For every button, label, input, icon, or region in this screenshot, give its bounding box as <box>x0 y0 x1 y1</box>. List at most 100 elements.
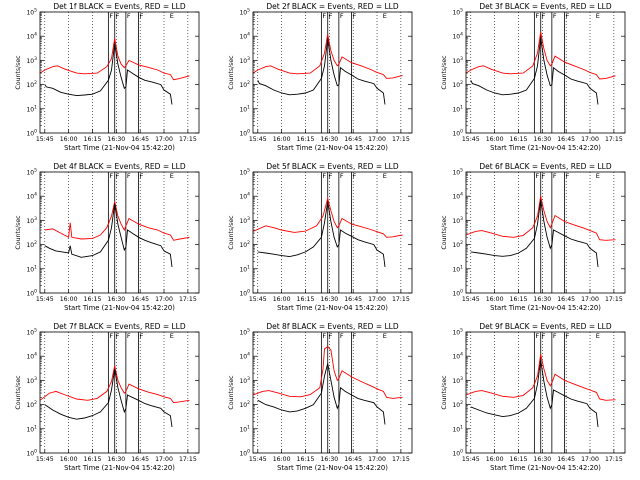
event-marker-label: E <box>383 332 387 340</box>
x-tick-label: 16:45 <box>557 456 575 463</box>
panel-title: Det 6f BLACK = Events, RED = LLD <box>479 162 612 171</box>
x-tick-label: 16:00 <box>273 456 291 463</box>
series-line-red <box>252 346 403 399</box>
y-tick-label: 102 <box>452 80 463 89</box>
x-tick-label: 17:15 <box>392 296 410 303</box>
event-marker-label: E <box>383 12 387 20</box>
y-tick-label: 105 <box>452 168 463 177</box>
y-tick-label: 105 <box>239 168 250 177</box>
x-tick-label: 16:00 <box>273 296 291 303</box>
x-tick-label: 16:00 <box>486 136 504 143</box>
x-tick-label: 16:30 <box>533 456 551 463</box>
event-marker-label: F <box>322 172 326 180</box>
y-axis-label: Counts/sec <box>15 215 22 250</box>
plot-frame <box>39 331 200 454</box>
x-tick-label: 17:15 <box>605 296 623 303</box>
x-tick-label: 16:30 <box>320 456 338 463</box>
x-axis-label: Start Time (21-Nov-04 15:42:20) <box>490 144 601 152</box>
x-tick-label: 17:15 <box>179 456 197 463</box>
event-marker-label: F <box>553 12 557 20</box>
panel-title: Det 3f BLACK = Events, RED = LLD <box>479 2 612 11</box>
event-marker-label: F <box>116 12 120 20</box>
series-line-red <box>39 38 190 81</box>
x-tick-label: 16:00 <box>60 136 78 143</box>
event-marker-label: F <box>566 332 570 340</box>
series-line-red <box>44 201 190 241</box>
x-tick-label: 17:15 <box>605 136 623 143</box>
panel-title: Det 4f BLACK = Events, RED = LLD <box>53 162 186 171</box>
x-tick-label: 15:45 <box>462 136 480 143</box>
y-tick-label: 102 <box>26 80 37 89</box>
event-marker-label: F <box>127 12 131 20</box>
y-tick-label: 101 <box>26 264 37 273</box>
plot-frame <box>252 171 413 294</box>
event-marker-label: F <box>116 332 120 340</box>
event-marker-label: F <box>322 12 326 20</box>
y-tick-label: 103 <box>26 216 37 225</box>
event-marker-label: F <box>566 12 570 20</box>
y-axis-label: Counts/sec <box>441 375 448 410</box>
y-tick-label: 105 <box>26 328 37 337</box>
event-marker-label: F <box>542 12 546 20</box>
x-tick-label: 17:00 <box>368 296 386 303</box>
y-tick-label: 100 <box>452 129 463 138</box>
y-tick-label: 105 <box>452 328 463 337</box>
y-tick-label: 100 <box>26 129 37 138</box>
x-axis-label: Start Time (21-Nov-04 15:42:20) <box>64 304 175 312</box>
x-tick-label: 17:00 <box>155 456 173 463</box>
panel-title: Det 1f BLACK = Events, RED = LLD <box>53 2 186 11</box>
event-marker-label: F <box>542 332 546 340</box>
y-tick-label: 105 <box>239 8 250 17</box>
y-tick-label: 100 <box>239 129 250 138</box>
x-tick-label: 16:45 <box>131 456 149 463</box>
y-tick-label: 103 <box>239 216 250 225</box>
y-tick-label: 104 <box>239 192 250 201</box>
plot-frame <box>465 331 626 454</box>
y-tick-label: 101 <box>239 264 250 273</box>
plot-frame <box>252 11 413 134</box>
x-tick-label: 16:30 <box>107 456 125 463</box>
event-marker-label: F <box>353 12 357 20</box>
event-marker-label: F <box>116 172 120 180</box>
event-marker-label: E <box>596 172 600 180</box>
x-tick-label: 15:45 <box>462 456 480 463</box>
event-marker-label: E <box>170 332 174 340</box>
event-marker-label: F <box>329 172 333 180</box>
y-axis-label: Counts/sec <box>228 215 235 250</box>
y-tick-label: 104 <box>239 352 250 361</box>
x-tick-label: 16:30 <box>320 136 338 143</box>
x-tick-label: 17:15 <box>179 136 197 143</box>
event-marker-label: F <box>109 12 113 20</box>
x-tick-label: 15:45 <box>462 296 480 303</box>
x-tick-label: 16:30 <box>533 136 551 143</box>
y-tick-label: 101 <box>452 424 463 433</box>
panel-title: Det 8f BLACK = Events, RED = LLD <box>266 322 399 331</box>
x-axis-label: Start Time (21-Nov-04 15:42:20) <box>64 144 175 152</box>
y-tick-label: 104 <box>239 32 250 41</box>
y-tick-label: 101 <box>452 104 463 113</box>
y-tick-label: 104 <box>452 352 463 361</box>
event-marker-label: F <box>140 332 144 340</box>
series-line-red <box>465 354 616 401</box>
y-tick-label: 102 <box>239 400 250 409</box>
event-marker-label: F <box>140 172 144 180</box>
event-marker-label: E <box>383 172 387 180</box>
x-axis-label: Start Time (21-Nov-04 15:42:20) <box>490 464 601 472</box>
series-line-black <box>44 203 173 267</box>
event-marker-label: F <box>553 172 557 180</box>
panel-title: Det 7f BLACK = Events, RED = LLD <box>53 322 186 331</box>
x-tick-label: 17:00 <box>581 456 599 463</box>
x-tick-label: 17:15 <box>392 456 410 463</box>
y-tick-label: 101 <box>239 104 250 113</box>
x-tick-label: 16:45 <box>131 296 149 303</box>
y-tick-label: 102 <box>452 400 463 409</box>
event-marker-label: F <box>353 172 357 180</box>
x-tick-label: 16:15 <box>510 136 528 143</box>
plot-frame <box>252 331 413 454</box>
y-tick-label: 100 <box>26 449 37 458</box>
